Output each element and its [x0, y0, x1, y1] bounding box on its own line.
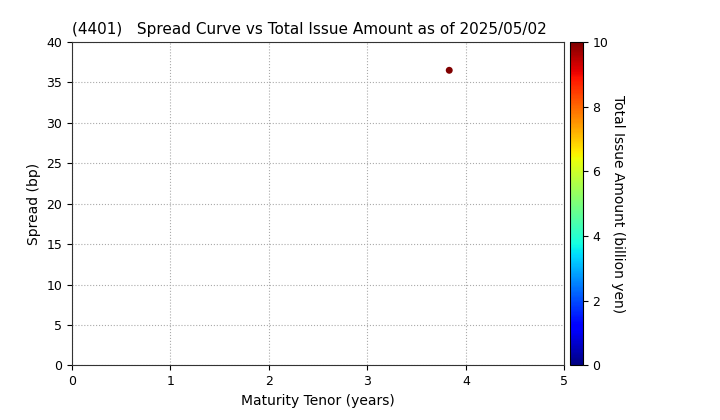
Y-axis label: Spread (bp): Spread (bp)	[27, 163, 41, 245]
X-axis label: Maturity Tenor (years): Maturity Tenor (years)	[241, 394, 395, 408]
Y-axis label: Total Issue Amount (billion yen): Total Issue Amount (billion yen)	[611, 94, 625, 313]
Text: (4401)   Spread Curve vs Total Issue Amount as of 2025/05/02: (4401) Spread Curve vs Total Issue Amoun…	[72, 22, 546, 37]
Point	[444, 67, 455, 74]
